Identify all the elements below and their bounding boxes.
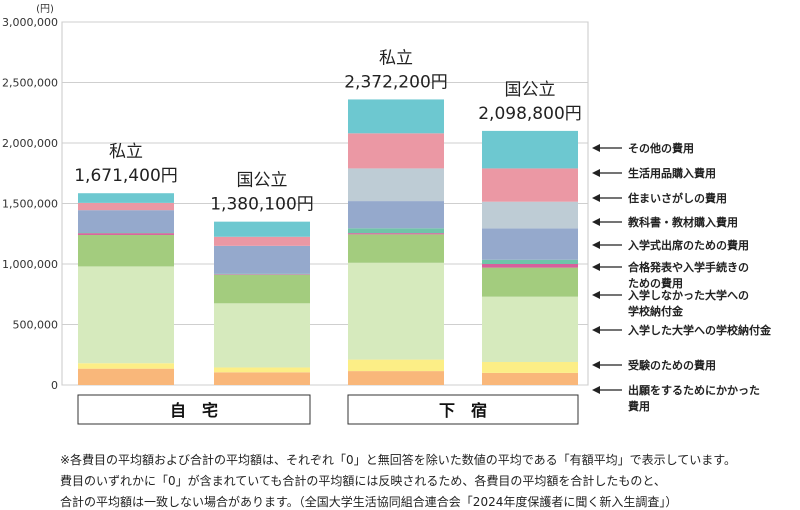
bar-type-label: 国公立 [237, 171, 288, 191]
annotation-label: ための費用 [628, 276, 683, 290]
bar-segment [214, 303, 310, 368]
footnote-line-2: 費目のいずれかに「0」が含まれていても合計の平均額には反映されるため、各費目の平… [60, 474, 666, 488]
bar-total-label: 2,372,200円 [344, 72, 448, 92]
bar-segment [348, 201, 444, 229]
group-label: 自 宅 [170, 401, 218, 420]
bar-segment [348, 99, 444, 134]
bar-total-label: 1,380,100円 [210, 195, 314, 215]
y-unit-label: (円) [36, 4, 54, 15]
bar-total-label: 1,671,400円 [74, 166, 178, 186]
bar-segment [348, 359, 444, 372]
bar-segment [482, 372, 578, 385]
group-label: 下 宿 [439, 401, 487, 420]
annotation-label: 生活用品購入費用 [628, 166, 716, 180]
bar-segment [78, 266, 174, 364]
stacked-bar-chart: 0 500,000 1,000,000 1,500,000 2,000,000 2,500… [2, 4, 772, 425]
bar-type-label: 私立 [109, 142, 143, 162]
y-tick-label: 500,000 [13, 319, 59, 332]
bar-segment [482, 259, 578, 264]
y-tick-label: 2,500,000 [2, 77, 58, 90]
annotation-arrow-head [592, 291, 600, 299]
bar-segment [348, 234, 444, 263]
bar-segment [78, 210, 174, 233]
bar-segment [482, 296, 578, 363]
bar-segment [214, 372, 310, 385]
y-tick-label: 0 [51, 379, 58, 392]
footnote-line-3: 合計の平均額は一致しない場合があります。（全国大学生活協同組合連合会「2024年… [60, 495, 678, 509]
annotation-arrow-head [592, 361, 600, 369]
annotation-label: 学校納付金 [628, 304, 684, 318]
footnote-line-1: ※各費目の平均額および合計の平均額は、それぞれ「0」と無回答を除いた数値の平均で… [60, 453, 737, 467]
annotation-arrow-head [592, 218, 600, 226]
annotation-label: その他の費用 [628, 141, 694, 155]
group-label-box [347, 394, 579, 425]
annotation-label: 入学式出席のための費用 [628, 238, 749, 252]
annotation-label: 住まいさがしの費用 [628, 191, 727, 205]
y-tick-label: 3,000,000 [2, 16, 58, 29]
bar-segment [482, 201, 578, 229]
bar-segment [214, 367, 310, 373]
bar-segment [78, 202, 174, 211]
bar-segment [348, 262, 444, 360]
bar-segment [78, 232, 174, 234]
group-label-box [77, 394, 311, 425]
bar-segment [78, 233, 174, 235]
bar-segment [348, 371, 444, 385]
bar-segment [214, 236, 310, 246]
annotation-arrow-head [592, 169, 600, 177]
bar-total-label: 2,098,800円 [478, 104, 582, 124]
y-tick-label: 2,000,000 [2, 137, 58, 150]
bar-segment [78, 368, 174, 385]
annotation-arrow-head [592, 144, 600, 152]
annotation-arrow-head [592, 386, 600, 394]
annotation-label: 出願をするためにかかった [628, 383, 760, 397]
annotation-label: 受験のための費用 [628, 358, 716, 372]
bar-segment [348, 233, 444, 235]
bar-segment [348, 168, 444, 202]
bar-segment [214, 273, 310, 275]
bar-segment [482, 228, 578, 260]
y-tick-label: 1,500,000 [2, 198, 58, 211]
bar-segment [214, 245, 310, 274]
bar-segment [482, 264, 578, 268]
annotation-arrow-head [592, 194, 600, 202]
annotation-arrow-head [592, 326, 600, 334]
bar-segment [482, 168, 578, 202]
annotation-label: 費用 [627, 399, 650, 413]
bar-segment [214, 274, 310, 275]
bar-segment [348, 228, 444, 234]
annotation-label: 合格発表や入学手続きの [628, 260, 749, 274]
bar-segment [482, 130, 578, 169]
bar-segment [214, 274, 310, 304]
annotation-label: 入学した大学への学校納付金 [628, 323, 772, 337]
bar-segment [78, 363, 174, 369]
annotation-label: 教科書・教材購入費用 [627, 215, 738, 229]
bar-type-label: 国公立 [505, 80, 556, 100]
bar-segment [348, 133, 444, 169]
y-tick-label: 1,000,000 [2, 258, 58, 271]
bar-segment [482, 267, 578, 297]
annotation-label: 入学しなかった大学への [628, 288, 749, 302]
bar-segment [78, 193, 174, 203]
bar-segment [482, 362, 578, 373]
annotation-arrow-head [592, 263, 600, 271]
bar-type-label: 私立 [379, 48, 413, 68]
annotation-arrow-head [592, 241, 600, 249]
bar-segment [214, 221, 310, 237]
bar-segment [78, 234, 174, 267]
